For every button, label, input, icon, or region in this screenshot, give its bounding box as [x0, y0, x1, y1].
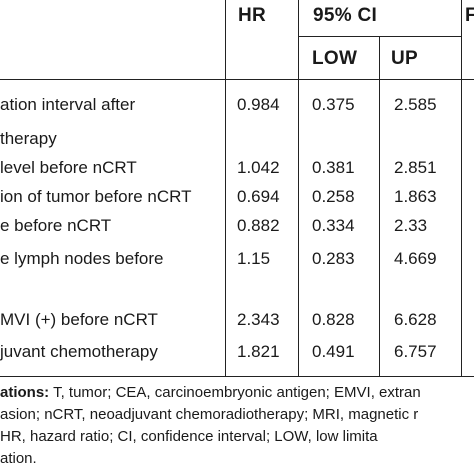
hr-value: 0.984: [237, 95, 280, 114]
ci-up-value: 6.628: [394, 310, 437, 329]
header-hr: HR: [238, 5, 267, 26]
footnote-line-2: asion; nCRT, neoadjuvant chemoradiothera…: [0, 406, 419, 423]
footnote-line-3: HR, hazard ratio; CI, confidence interva…: [0, 428, 378, 445]
header-up: UP: [391, 48, 418, 69]
hr-value: 1.15: [237, 249, 271, 268]
footnote-text: T, tumor; CEA, carcinoembryonic antigen;…: [49, 384, 421, 401]
footnote-lead: ations:: [0, 384, 50, 401]
row-label: e before nCRT: [0, 216, 112, 235]
ci-up-value: 2.851: [394, 158, 437, 177]
ci-low-value: 0.381: [312, 158, 355, 177]
column-divider-low-up: [379, 36, 380, 376]
ci-low-value: 0.258: [312, 187, 355, 206]
column-divider-up-p: [461, 0, 462, 376]
hr-value: 1.042: [237, 158, 280, 177]
ci-up-value: 2.585: [394, 95, 437, 114]
ci-low-value: 0.828: [312, 310, 355, 329]
header-low: LOW: [312, 48, 358, 69]
header-p-partial: F: [465, 5, 474, 26]
header-95-ci: 95% CI: [313, 5, 378, 26]
row-label: therapy: [0, 129, 57, 148]
row-label: ion of tumor before nCRT: [0, 187, 192, 206]
header-bottom-rule: [0, 79, 474, 80]
hr-value: 0.694: [237, 187, 280, 206]
ci-low-value: 0.375: [312, 95, 355, 114]
row-label: ation interval after: [0, 95, 136, 114]
ci-up-value: 6.757: [394, 342, 437, 361]
row-label: e lymph nodes before: [0, 249, 164, 268]
ci-low-value: 0.283: [312, 249, 355, 268]
ci-up-value: 2.33: [394, 216, 428, 235]
row-label: juvant chemotherapy: [0, 342, 158, 361]
ci-subheader-rule: [298, 36, 462, 37]
ci-up-value: 4.669: [394, 249, 437, 268]
row-label: MVI (+) before nCRT: [0, 310, 158, 329]
table-bottom-rule: [0, 376, 474, 377]
hr-value: 1.821: [237, 342, 280, 361]
column-divider-label-hr: [225, 0, 226, 376]
hr-value: 0.882: [237, 216, 280, 235]
column-divider-hr-ci: [298, 0, 299, 376]
hr-value: 2.343: [237, 310, 280, 329]
footnote-line-1: ations: T, tumor; CEA, carcinoembryonic …: [0, 383, 421, 403]
footnote-line-4: ation.: [0, 450, 37, 467]
ci-low-value: 0.491: [312, 342, 355, 361]
ci-low-value: 0.334: [312, 216, 355, 235]
ci-up-value: 1.863: [394, 187, 437, 206]
row-label: level before nCRT: [0, 158, 137, 177]
